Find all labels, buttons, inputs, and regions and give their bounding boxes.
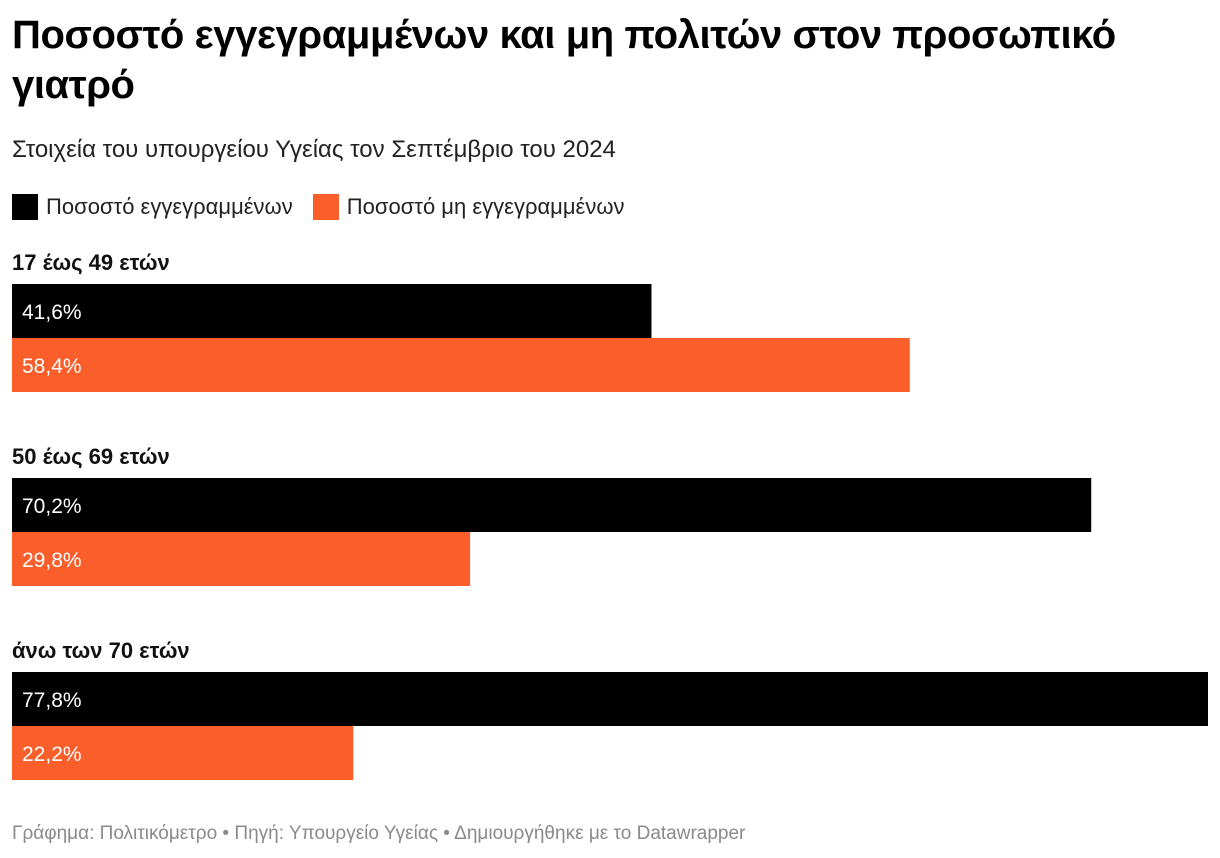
bar-registered bbox=[12, 478, 1092, 532]
bar-unregistered bbox=[12, 338, 910, 392]
group-label: 17 έως 49 ετών bbox=[12, 250, 170, 275]
group-label: 50 έως 69 ετών bbox=[12, 444, 170, 469]
bar-unregistered bbox=[12, 726, 354, 780]
chart-legend: Ποσοστό εγγεγραμμένων Ποσοστό μη εγγεγρα… bbox=[12, 192, 645, 222]
footer-separator-1: • bbox=[222, 823, 230, 844]
bar-value-label: 58,4% bbox=[22, 355, 82, 378]
bar-value-label: 29,8% bbox=[22, 549, 82, 572]
graph-credit: Γράφημα: Πολιτικόμετρο bbox=[12, 823, 218, 844]
chart-footer: Γράφημα: Πολιτικόμετρο • Πηγή: Υπουργείο… bbox=[12, 822, 745, 846]
bar-value-label: 70,2% bbox=[22, 495, 82, 518]
legend-swatch-registered bbox=[12, 194, 38, 220]
legend-item-unregistered: Ποσοστό μη εγγεγραμμένων bbox=[312, 194, 625, 220]
footer-separator-2: • bbox=[443, 823, 450, 844]
bar-value-label: 22,2% bbox=[22, 743, 82, 766]
bar-chart: 17 έως 49 ετών 41,6% 58,4% 50 έως 69 ετών 70… bbox=[12, 250, 1208, 780]
chart-title: Ποσοστό εγγεγραμμένων και μη πολιτών στο… bbox=[12, 13, 1116, 107]
group-label: άνω των 70 ετών bbox=[12, 638, 190, 663]
legend-label-registered: Ποσοστό εγγεγραμμένων bbox=[46, 194, 293, 219]
legend-swatch-unregistered bbox=[312, 194, 339, 220]
bar-registered bbox=[12, 284, 652, 338]
bar-value-label: 41,6% bbox=[22, 301, 82, 324]
bar-value-label: 77,8% bbox=[22, 689, 82, 712]
chart-subtitle: Στοιχεία του υπουργείου Υγείας τον Σεπτέ… bbox=[12, 136, 616, 163]
bar-unregistered bbox=[12, 532, 471, 586]
bar-registered bbox=[12, 672, 1208, 726]
legend-item-registered: Ποσοστό εγγεγραμμένων bbox=[12, 194, 293, 220]
datawrapper-credit: Δημιουργήθηκε με το Datawrapper bbox=[454, 823, 746, 844]
source-credit: Πηγή: Υπουργείο Υγείας bbox=[234, 823, 438, 844]
legend-label-unregistered: Ποσοστό μη εγγεγραμμένων bbox=[346, 194, 625, 219]
